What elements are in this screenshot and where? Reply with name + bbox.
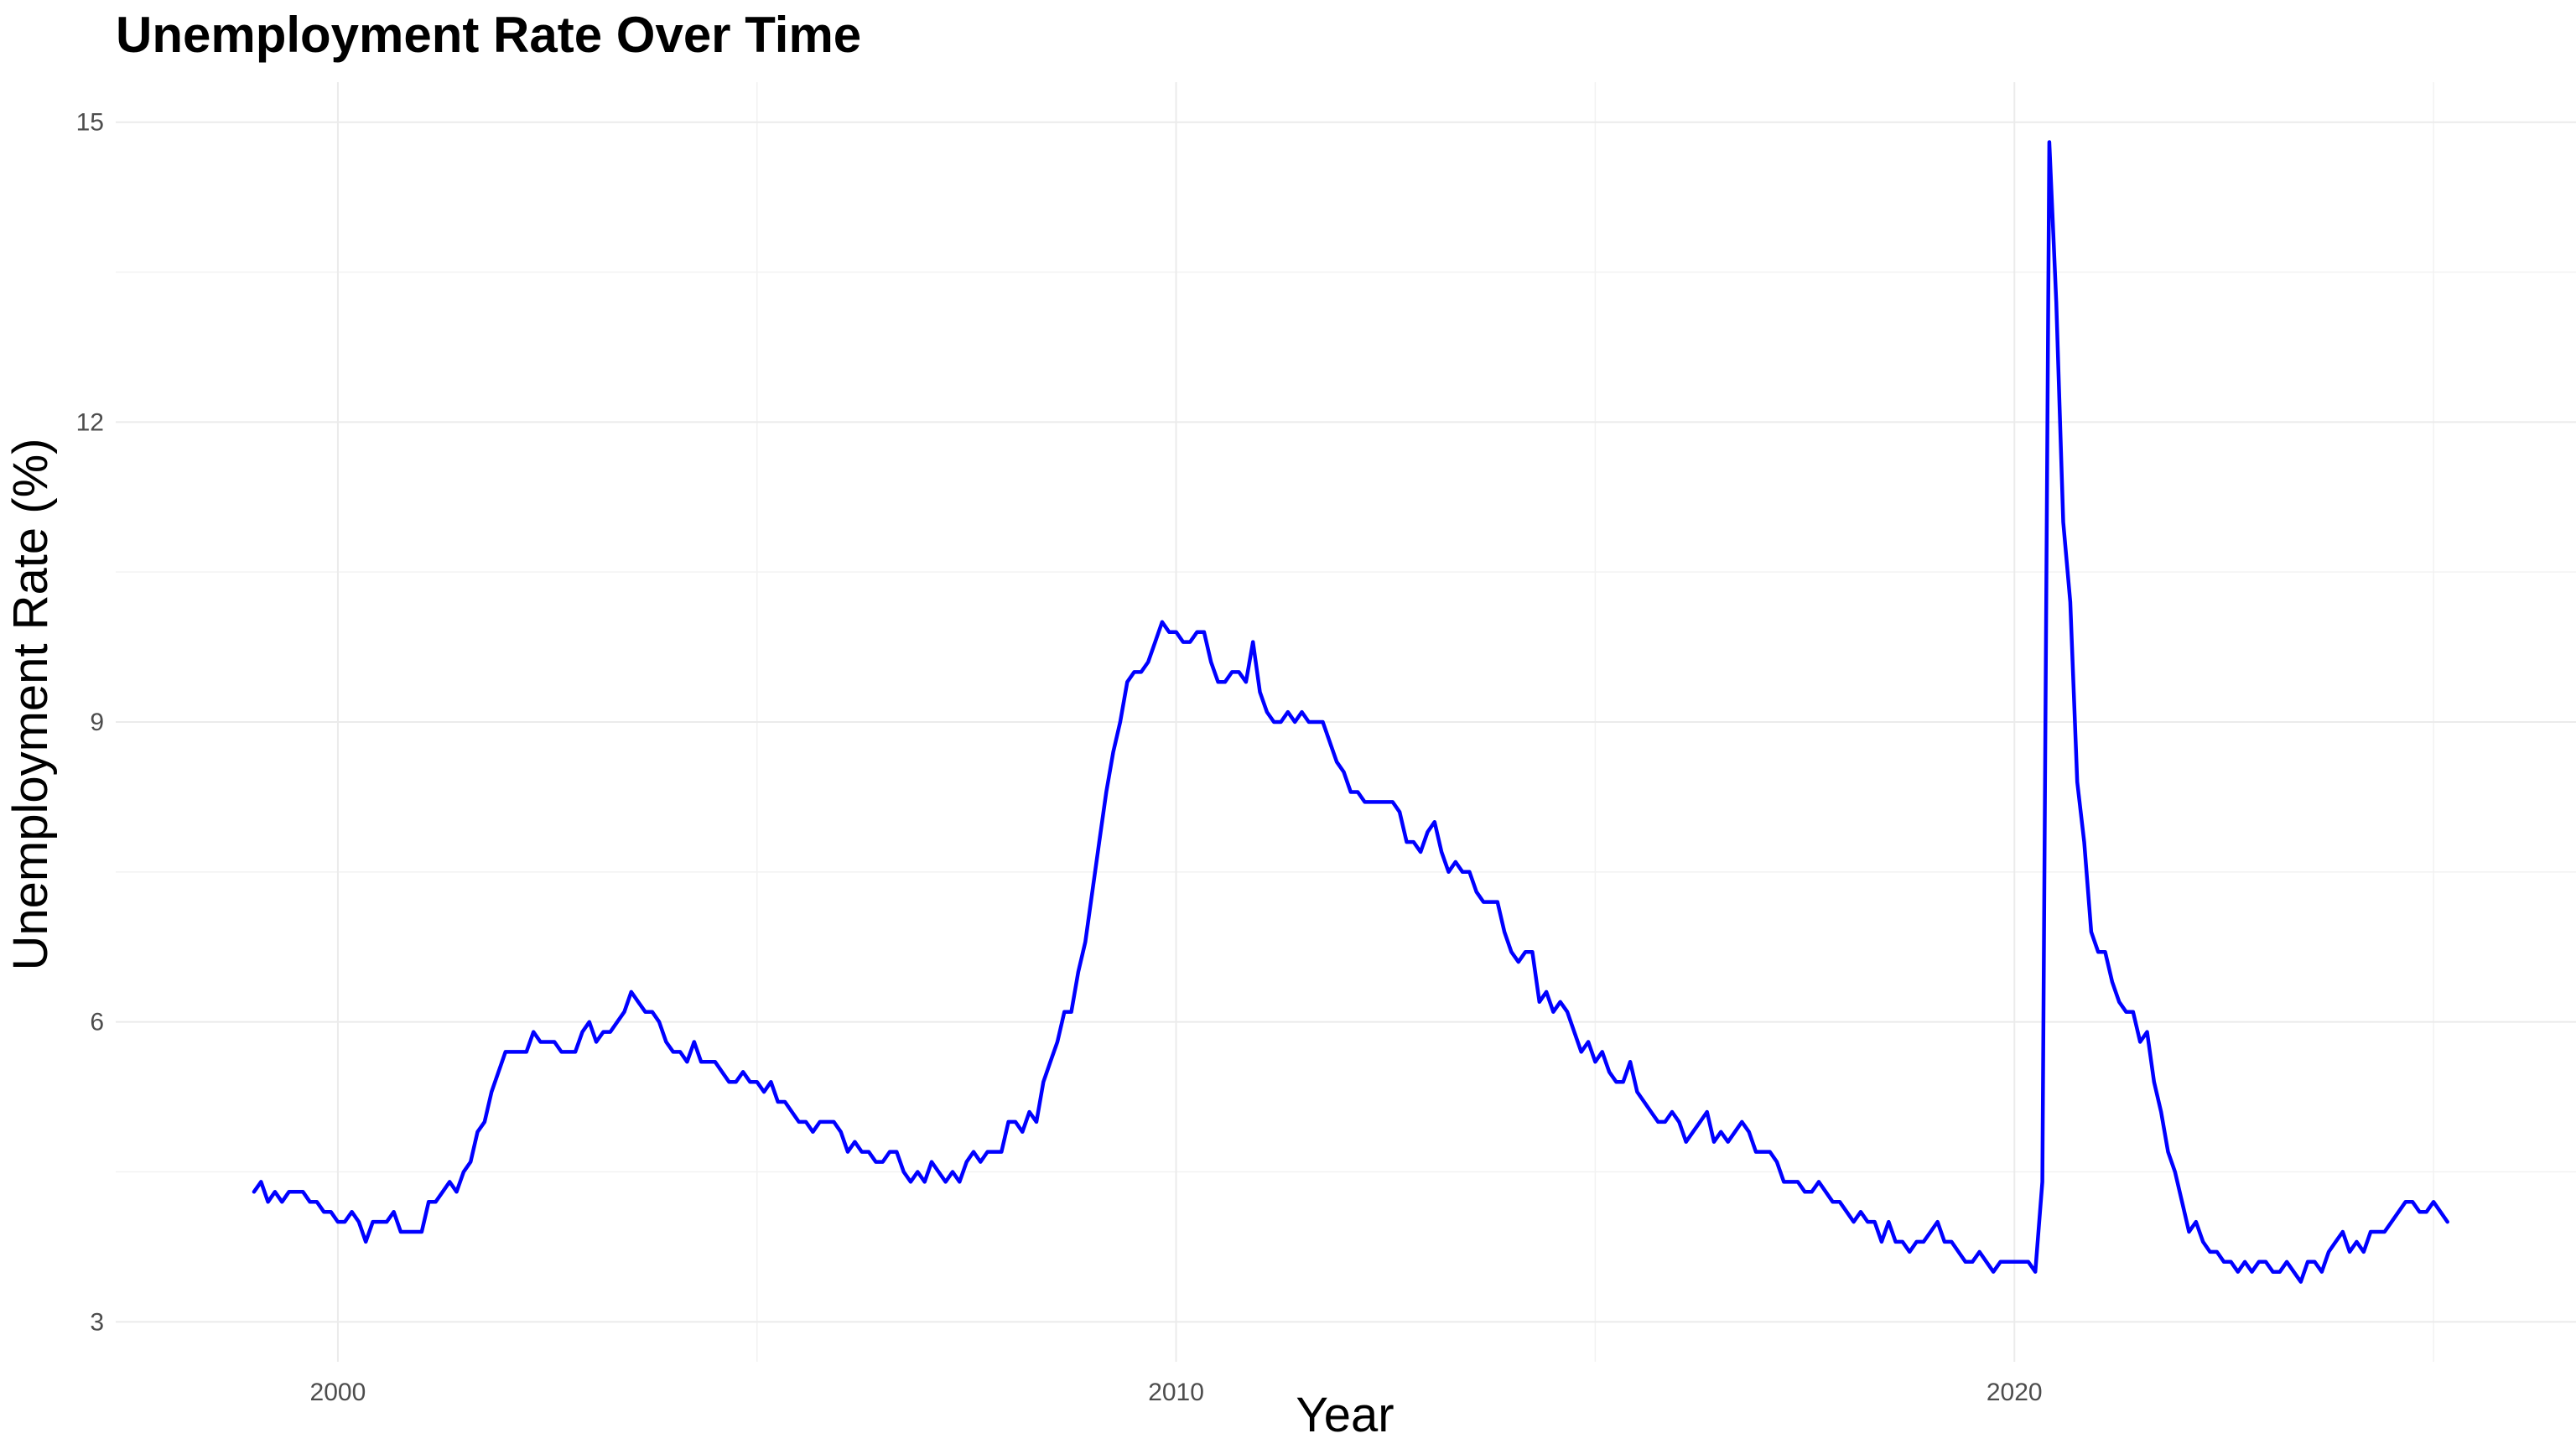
x-tick-label: 2020 — [1987, 1379, 2043, 1406]
x-axis-title: Year — [1296, 1388, 1394, 1442]
y-tick-label: 12 — [76, 408, 104, 436]
x-tick-label: 2000 — [310, 1379, 366, 1406]
x-tick-label: 2010 — [1148, 1379, 1204, 1406]
y-tick-label: 15 — [76, 109, 104, 137]
y-tick-label: 9 — [90, 709, 104, 736]
y-axis-title: Unemployment Rate (%) — [3, 439, 58, 971]
y-tick-label: 6 — [90, 1009, 104, 1036]
y-tick-label: 3 — [90, 1308, 104, 1336]
major-gridlines — [116, 82, 2576, 1362]
series-line — [252, 140, 2449, 1284]
series-layer — [252, 140, 2449, 1284]
y-tick-labels: 3 6 9 12 15 — [76, 109, 104, 1337]
x-tick-labels: 2000 2010 2020 — [310, 1379, 2043, 1406]
chart-title: Unemployment Rate Over Time — [116, 7, 862, 63]
